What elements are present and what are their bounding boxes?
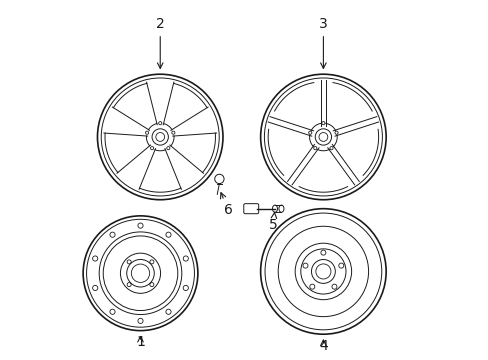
- Text: 6: 6: [220, 193, 232, 217]
- Text: 5: 5: [268, 212, 277, 232]
- Text: 1: 1: [136, 335, 144, 349]
- Text: 2: 2: [156, 17, 164, 68]
- Text: 3: 3: [318, 17, 327, 68]
- Text: 4: 4: [318, 339, 327, 353]
